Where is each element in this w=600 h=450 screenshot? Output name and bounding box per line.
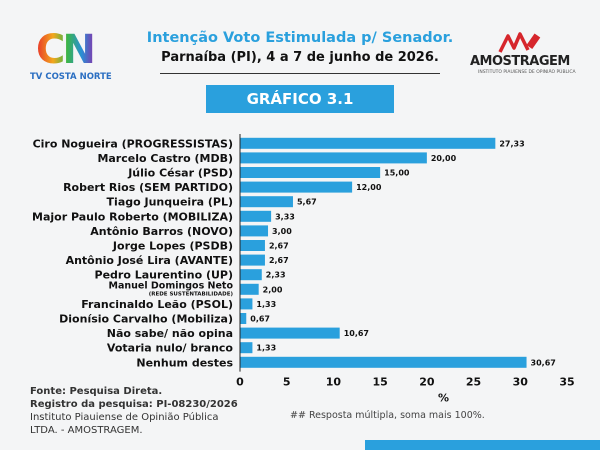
x-axis-label: % xyxy=(438,392,449,405)
value-label: 20,00 xyxy=(431,154,457,163)
amostragem-logo: AMOSTRAGEM INSTITUTO PIAUIENSE DE OPINIÃ… xyxy=(470,30,580,90)
value-label: 27,33 xyxy=(499,139,524,148)
bar xyxy=(240,240,265,251)
bar xyxy=(240,327,340,339)
category-label: Francinaldo Leão (PSOL) xyxy=(81,298,233,311)
value-label: 2,00 xyxy=(263,285,283,294)
value-label: 30,67 xyxy=(531,358,556,367)
bar xyxy=(240,313,247,324)
x-tick-label: 25 xyxy=(466,376,481,389)
value-label: 1,33 xyxy=(256,344,276,353)
value-label: 15,00 xyxy=(384,169,410,178)
bar xyxy=(240,225,269,237)
category-label: Júlio César (PSD) xyxy=(127,167,233,180)
category-label: Dionísio Carvalho (Mobiliza) xyxy=(59,313,233,326)
bar xyxy=(240,269,262,281)
bar xyxy=(240,137,496,149)
category-label: Marcelo Castro (MDB) xyxy=(97,152,233,165)
category-note: (REDE SUSTENTABILIDADE) xyxy=(149,291,234,297)
bar xyxy=(240,356,527,368)
category-label: Jorge Lopes (PSDB) xyxy=(112,240,233,253)
registry-text: Registro da pesquisa: PI-08230/2026 xyxy=(30,399,238,410)
chart-subtitle: Parnaíba (PI), 4 a 7 de junho de 2026. xyxy=(161,50,439,65)
value-label: 2,33 xyxy=(266,271,286,280)
bar xyxy=(240,283,259,295)
category-label: Nenhum destes xyxy=(136,356,233,369)
value-label: 2,67 xyxy=(269,242,289,251)
logo-cn-subtitle: TV COSTA NORTE xyxy=(30,72,112,82)
chart-number-banner: GRÁFICO 3.1 xyxy=(206,85,394,113)
bar xyxy=(240,167,381,178)
source-text: Fonte: Pesquisa Direta. xyxy=(30,386,163,397)
category-label: Antônio José Lira (AVANTE) xyxy=(66,254,233,267)
value-label: 12,00 xyxy=(356,183,382,192)
x-tick-label: 5 xyxy=(283,376,291,389)
bar xyxy=(240,298,253,310)
value-label: 2,67 xyxy=(269,256,289,265)
logo-cn-letters: CN xyxy=(36,27,96,73)
chart-title: Intenção Voto Estimulada p/ Senador. xyxy=(146,30,454,46)
category-label: Antônio Barros (NOVO) xyxy=(90,225,233,238)
value-label: 10,67 xyxy=(344,329,369,338)
value-label: 3,00 xyxy=(272,227,292,236)
category-label: Ciro Nogueira (PROGRESSISTAS) xyxy=(33,137,233,150)
category-label: Votaria nulo/ branco xyxy=(107,342,234,355)
multiple-response-note: ## Resposta múltipla, soma mais 100%. xyxy=(290,410,485,421)
bar xyxy=(240,152,427,164)
x-tick-label: 10 xyxy=(326,376,342,389)
value-label: 1,33 xyxy=(256,300,276,309)
category-label: Tiago Junqueira (PL) xyxy=(107,196,233,209)
amostragem-wordmark: AMOSTRAGEM xyxy=(470,54,570,69)
category-label: Não sabe/ não opina xyxy=(107,327,233,340)
bar xyxy=(240,196,293,208)
bar xyxy=(240,342,253,354)
value-label: 5,67 xyxy=(297,198,317,207)
category-label: Major Paulo Roberto (MOBILIZA) xyxy=(32,210,233,223)
value-label: 3,33 xyxy=(275,212,295,221)
tv-costa-norte-logo: CN TV COSTA NORTE xyxy=(30,27,112,84)
bar xyxy=(240,181,353,193)
category-label: Manuel Domingos Neto xyxy=(109,280,234,291)
category-label: Robert Rios (SEM PARTIDO) xyxy=(63,181,233,194)
x-tick-label: 20 xyxy=(419,376,435,389)
amostragem-mark-icon xyxy=(498,32,541,53)
category-label: Pedro Laurentino (UP) xyxy=(95,269,233,282)
amostragem-tagline: INSTITUTO PIAUIENSE DE OPINIÃO PÚBLICA xyxy=(478,70,576,75)
institute-text-2: LTDA. - AMOSTRAGEM. xyxy=(30,425,143,436)
bar xyxy=(240,254,265,266)
x-tick-label: 30 xyxy=(513,376,529,389)
x-tick-label: 35 xyxy=(559,376,574,389)
x-tick-label: 0 xyxy=(236,376,244,389)
title-divider xyxy=(160,73,440,74)
bottom-accent-bar xyxy=(365,440,600,450)
institute-text-1: Instituto Piauiense de Opinião Pública xyxy=(30,412,219,423)
x-tick-label: 15 xyxy=(372,376,387,389)
bar xyxy=(240,210,272,222)
value-label: 0,67 xyxy=(250,315,270,324)
